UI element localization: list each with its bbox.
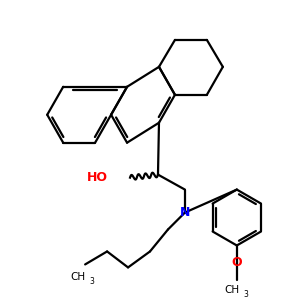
Text: CH: CH — [224, 285, 239, 296]
Text: 3: 3 — [243, 290, 248, 299]
Text: O: O — [232, 256, 242, 269]
Text: HO: HO — [87, 171, 108, 184]
Text: N: N — [180, 206, 190, 219]
Text: CH: CH — [70, 272, 86, 282]
Text: 3: 3 — [90, 277, 94, 286]
